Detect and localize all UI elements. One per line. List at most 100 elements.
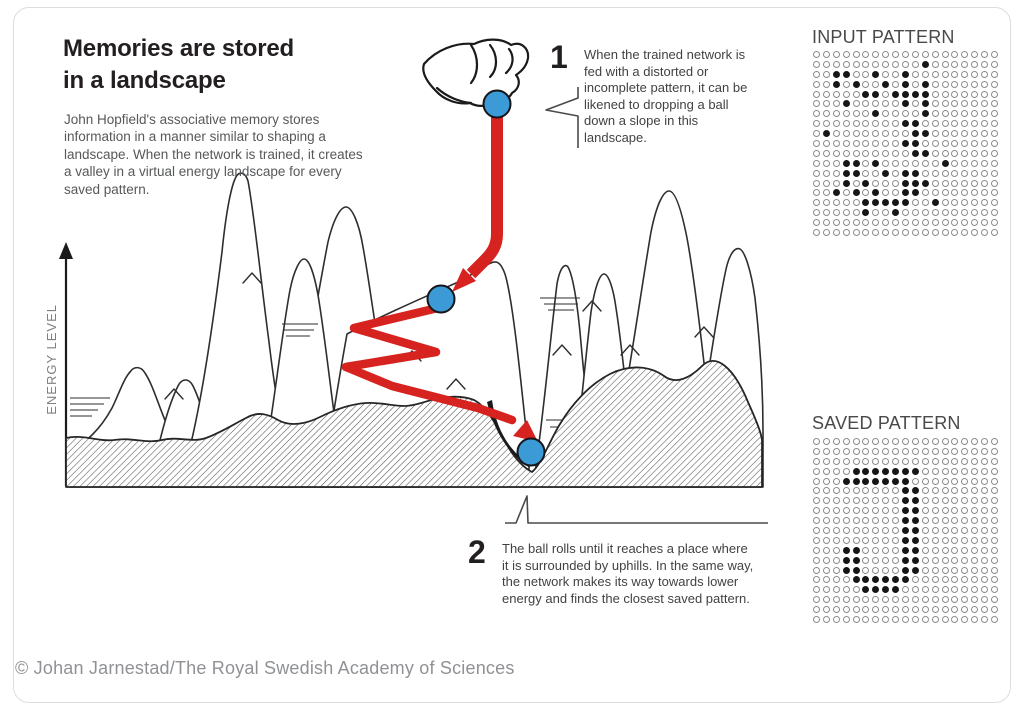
pattern-dot-empty (961, 467, 969, 475)
pattern-dot-empty (931, 90, 939, 98)
pattern-dot-empty (822, 120, 830, 128)
pattern-dot-empty (892, 536, 900, 544)
pattern-dot-empty (852, 90, 860, 98)
pattern-dot-empty (852, 497, 860, 505)
pattern-dot-empty (882, 457, 890, 465)
pattern-dot-empty (892, 596, 900, 604)
pattern-dot-empty (892, 487, 900, 495)
pattern-dot-empty (951, 209, 959, 217)
pattern-dot-empty (961, 616, 969, 624)
pattern-dot-empty (892, 179, 900, 187)
pattern-dot-empty (981, 616, 989, 624)
pattern-dot-empty (892, 527, 900, 535)
pattern-dot-filled (911, 497, 919, 505)
pattern-dot-empty (961, 447, 969, 455)
pattern-dot-empty (981, 229, 989, 237)
pattern-dot-empty (852, 140, 860, 148)
pattern-dot-empty (991, 169, 999, 177)
pattern-dot-empty (961, 51, 969, 58)
pattern-dot-filled (872, 70, 880, 78)
pattern-dot-empty (882, 566, 890, 574)
pattern-dot-filled (902, 576, 910, 584)
pattern-dot-filled (882, 467, 890, 475)
pattern-dot-empty (931, 70, 939, 78)
pattern-dot-empty (852, 199, 860, 207)
pattern-dot-empty (813, 447, 820, 455)
pattern-dot-filled (902, 536, 910, 544)
step-1-pointer (545, 87, 579, 148)
pattern-dot-empty (931, 596, 939, 604)
pattern-dot-empty (892, 130, 900, 138)
pattern-dot-filled (902, 507, 910, 515)
pattern-dot-empty (832, 467, 840, 475)
pattern-dot-empty (961, 517, 969, 525)
pattern-dot-empty (822, 438, 830, 445)
pattern-dot-empty (882, 546, 890, 554)
pattern-dot-empty (832, 477, 840, 485)
pattern-dot-empty (971, 70, 979, 78)
pattern-dot-empty (862, 219, 870, 227)
pattern-dot-empty (882, 140, 890, 148)
pattern-dot-empty (991, 586, 999, 594)
pattern-dot-empty (882, 616, 890, 624)
pattern-dot-empty (961, 209, 969, 217)
pattern-dot-empty (981, 438, 989, 445)
pattern-dot-empty (921, 527, 929, 535)
pattern-dot-empty (832, 140, 840, 148)
pattern-dot-empty (852, 179, 860, 187)
pattern-dot-empty (921, 536, 929, 544)
ball-in-valley-icon (516, 437, 546, 467)
pattern-dot-empty (862, 149, 870, 157)
pattern-dot-empty (813, 199, 820, 207)
pattern-dot-filled (842, 556, 850, 564)
pattern-dot-empty (961, 536, 969, 544)
pattern-dot-empty (941, 467, 949, 475)
pattern-dot-empty (892, 100, 900, 108)
pattern-dot-filled (921, 110, 929, 118)
pattern-dot-empty (991, 467, 999, 475)
pattern-dot-empty (921, 487, 929, 495)
pattern-dot-filled (862, 179, 870, 187)
pattern-dot-empty (862, 536, 870, 544)
pattern-dot-empty (951, 606, 959, 614)
pattern-dot-empty (981, 80, 989, 88)
pattern-dot-filled (911, 536, 919, 544)
pattern-dot-empty (931, 507, 939, 515)
pattern-dot-empty (882, 209, 890, 217)
pattern-dot-empty (892, 169, 900, 177)
pattern-dot-empty (961, 80, 969, 88)
pattern-dot-filled (911, 556, 919, 564)
pattern-dot-empty (872, 507, 880, 515)
pattern-dot-empty (882, 507, 890, 515)
pattern-dot-empty (872, 566, 880, 574)
pattern-dot-empty (941, 487, 949, 495)
pattern-dot-empty (842, 209, 850, 217)
pattern-dot-empty (902, 606, 910, 614)
pattern-dot-empty (951, 60, 959, 68)
pattern-dot-empty (941, 130, 949, 138)
pattern-dot-empty (813, 90, 820, 98)
pattern-dot-empty (842, 596, 850, 604)
pattern-dot-empty (981, 179, 989, 187)
pattern-dot-empty (921, 229, 929, 237)
pattern-dot-empty (961, 140, 969, 148)
pattern-dot-filled (872, 110, 880, 118)
pattern-dot-empty (981, 556, 989, 564)
pattern-dot-empty (951, 229, 959, 237)
pattern-dot-empty (832, 457, 840, 465)
pattern-dot-empty (832, 110, 840, 118)
pattern-dot-empty (971, 438, 979, 445)
pattern-dot-empty (822, 566, 830, 574)
pattern-dot-empty (911, 159, 919, 167)
pattern-dot-empty (941, 219, 949, 227)
pattern-dot-empty (822, 517, 830, 525)
pattern-dot-filled (911, 189, 919, 197)
pattern-dot-empty (882, 536, 890, 544)
pattern-dot-empty (862, 487, 870, 495)
pattern-dot-empty (852, 487, 860, 495)
pattern-dot-empty (832, 507, 840, 515)
pattern-dot-empty (872, 556, 880, 564)
pattern-dot-filled (882, 477, 890, 485)
pattern-dot-empty (951, 120, 959, 128)
pattern-dot-empty (941, 546, 949, 554)
